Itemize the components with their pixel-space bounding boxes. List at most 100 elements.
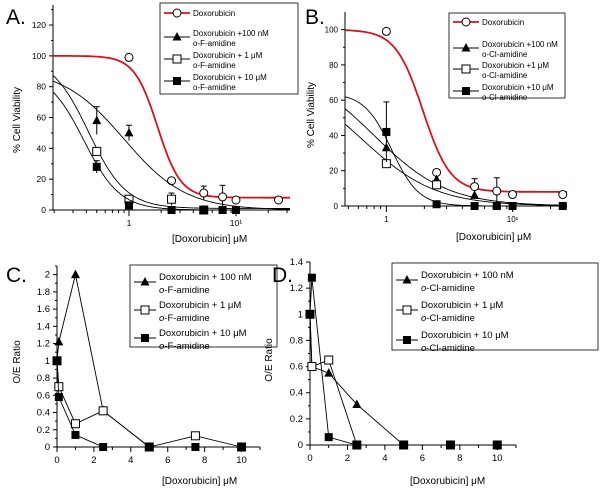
y-tick-label: 1.6 xyxy=(37,304,50,315)
y-axis-title: % Cell Viability xyxy=(12,87,23,153)
legend-sublabel: o-F-amidine xyxy=(193,83,236,92)
filled-square-marker xyxy=(558,202,567,210)
series-1 xyxy=(52,356,247,452)
legend-sublabel-text: o-Cl-amidine xyxy=(482,71,528,80)
y-tick-label: 0.8 xyxy=(290,335,303,346)
filled-square-marker xyxy=(173,77,181,85)
panel-label: D. xyxy=(272,264,293,287)
y-tick-label: 60 xyxy=(37,113,47,123)
y-axis-title: O/E Ratio xyxy=(264,338,275,382)
y-tick-label: 2 xyxy=(45,270,50,281)
legend-sublabel: o-F-amidine xyxy=(193,39,236,48)
panel-c: C. 0 0.2 0.4 0.6 0.8 1 1.2 1.4 1.6 1.8 2 0 2 4 6 8 10 [Dox… xyxy=(6,264,278,487)
legend-label: Doxorubicin +100 nM xyxy=(482,40,558,49)
y-tick-label: 0 xyxy=(45,442,50,453)
filled-square-marker xyxy=(141,334,149,342)
open-square-marker xyxy=(307,362,317,372)
panel-label: B. xyxy=(305,6,325,29)
panel-label: A. xyxy=(6,6,26,29)
legend-label: Doxorubicin + 1 μM xyxy=(159,300,241,311)
y-tick-label: 80 xyxy=(329,61,338,70)
fit-curve xyxy=(344,96,567,207)
y-tick-label: 0 xyxy=(41,205,46,215)
x-tick-label: 10¹ xyxy=(230,218,242,228)
legend-sublabel-prefix: o xyxy=(159,313,164,324)
legend-label: Doxorubicin +1 μM xyxy=(482,61,549,70)
legend-sublabel-text: -Cl-amidine xyxy=(426,313,475,324)
open-square-marker xyxy=(190,431,200,441)
y-tick-label: 40 xyxy=(37,143,47,153)
series-0 xyxy=(53,52,290,209)
legend-label: Doxorubicin +10 μM xyxy=(482,83,554,92)
fit-curve xyxy=(344,108,567,206)
filled-square-marker xyxy=(145,443,154,451)
filled-square-marker xyxy=(446,441,455,449)
y-tick-label: 80 xyxy=(37,82,47,92)
open-circle-marker xyxy=(274,195,284,205)
filled-square-marker xyxy=(218,206,227,214)
x-tick-label: 8 xyxy=(202,455,207,466)
filled-square-marker xyxy=(99,443,108,451)
legend-sublabel-prefix: o xyxy=(159,285,164,296)
filled-square-marker xyxy=(470,202,479,210)
legend-label: Doxorubicin +100 nM xyxy=(193,29,269,38)
filled-triangle-marker xyxy=(352,399,362,408)
x-axis-title: [Doxorubicin] μM xyxy=(172,234,247,245)
open-square-marker xyxy=(402,305,412,315)
legend-label: Doxorubicin + 100 nM xyxy=(159,272,252,283)
legend-label: Doxorubicin + 10 μM xyxy=(193,73,267,82)
panel-label: C. xyxy=(6,264,27,287)
y-tick-label: 1 xyxy=(298,309,303,320)
legend-sublabel: o-F-amidine xyxy=(159,341,210,352)
legend-sublabel-text: o-Cl-amidine xyxy=(482,93,528,102)
legend-sublabel: o-Cl-amidine xyxy=(421,343,475,354)
filled-triangle-marker xyxy=(92,115,102,125)
y-tick-label: 40 xyxy=(329,131,338,140)
filled-square-marker xyxy=(462,87,470,95)
filled-square-marker xyxy=(53,356,61,365)
open-circle-marker xyxy=(218,192,228,202)
legend-sublabel-prefix: o xyxy=(421,283,426,294)
filled-square-marker xyxy=(167,206,176,214)
fit-curve xyxy=(52,80,290,210)
y-tick-label: 20 xyxy=(329,167,338,176)
y-tick-label: 0.2 xyxy=(37,425,50,436)
x-axis-title: [Doxorubicin] μM xyxy=(456,232,531,243)
filled-square-marker xyxy=(382,127,391,136)
filled-square-marker xyxy=(508,202,517,210)
open-square-marker xyxy=(92,146,102,156)
x-tick-label: 10 xyxy=(492,453,503,464)
legend-sublabel: o-Cl-amidine xyxy=(421,283,475,294)
filled-square-marker xyxy=(306,310,314,319)
x-tick-label: 1 xyxy=(127,218,132,228)
fit-curve xyxy=(52,75,290,209)
filled-triangle-marker xyxy=(70,269,80,279)
x-tick-label: 4 xyxy=(128,455,133,466)
filled-square-marker xyxy=(124,201,133,210)
x-tick-label: 2 xyxy=(91,455,96,466)
series-line xyxy=(56,360,242,448)
legend-sublabel: o-Cl-amidine xyxy=(482,71,528,80)
legend-label: Doxorubicin xyxy=(482,18,524,27)
legend-sublabel: o-F-amidine xyxy=(159,285,210,296)
open-square-marker xyxy=(432,180,442,190)
y-tick-label: 1.8 xyxy=(37,287,50,298)
series-line xyxy=(56,360,242,448)
legend-sublabel-prefix: o xyxy=(421,343,426,354)
y-tick-label: 0.6 xyxy=(290,362,303,373)
filled-square-marker xyxy=(307,273,316,282)
x-tick-label: 0 xyxy=(54,455,59,466)
panel-b: B. 0 20 40 60 80 100 1 10¹ [Doxorubicin] μM % Cell… xyxy=(305,6,568,243)
y-tick-label: 1.4 xyxy=(37,321,50,332)
legend-sublabel-text: -Cl-amidine xyxy=(426,283,475,294)
panel-a: A. 0 20 40 60 80 100 120 1 10¹ [Doxorubicin] μM % C… xyxy=(6,2,299,245)
x-tick-label: 6 xyxy=(165,455,170,466)
y-tick-label: 20 xyxy=(37,174,47,184)
x-tick-label: 0 xyxy=(307,453,312,464)
legend-sublabel-text: o-F-amidine xyxy=(193,61,236,70)
legend-sublabel: o-Cl-amidine xyxy=(421,313,475,324)
open-circle-marker xyxy=(172,8,182,18)
open-square-marker xyxy=(167,194,177,204)
